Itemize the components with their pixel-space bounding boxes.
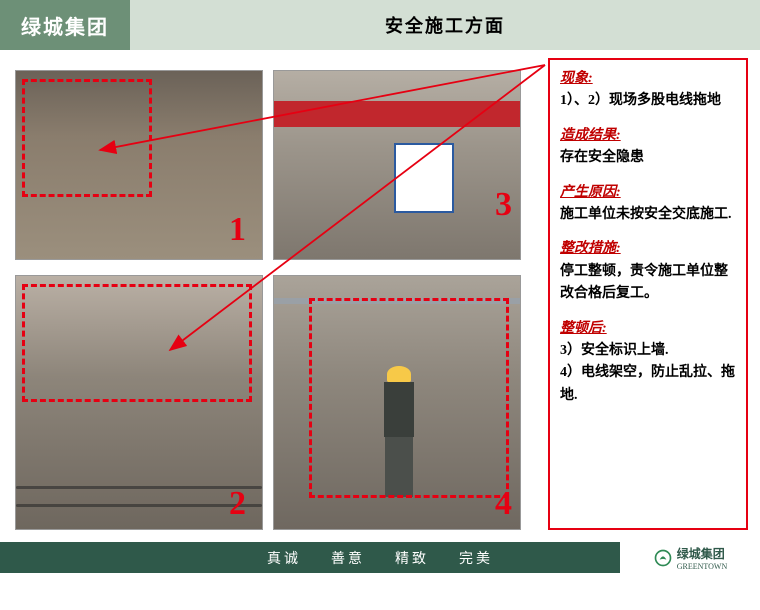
content-area: 1 3 2 4: [0, 50, 760, 542]
photo-number-1: 1: [229, 211, 246, 249]
highlight-box-4: [309, 298, 509, 498]
photo-number-2: 2: [229, 485, 246, 523]
label-cause: 产生原因:: [560, 182, 736, 204]
photo-number-4: 4: [495, 485, 512, 523]
page-title: 安全施工方面: [130, 0, 760, 50]
text-phenomenon: 1）、2）现场多股电线拖地: [560, 93, 721, 108]
photo-1: 1: [15, 70, 263, 260]
section-cause: 产生原因: 施工单位未按安全交底施工.: [560, 182, 736, 227]
label-phenomenon: 现象:: [560, 68, 736, 90]
text-result: 存在安全隐患: [560, 150, 644, 165]
section-after: 整顿后: 3）安全标识上墙. 4）电线架空，防止乱拉、拖地.: [560, 318, 736, 408]
footer-word-3: 精致: [395, 548, 429, 568]
label-result: 造成结果:: [560, 125, 736, 147]
footer-brand: 绿城集团 GREENTOWN: [620, 542, 760, 573]
photo-3: 3: [273, 70, 521, 260]
red-banner: [274, 101, 520, 127]
photo-4: 4: [273, 275, 521, 530]
wire-line: [16, 504, 262, 507]
text-after-3: 3）安全标识上墙.: [560, 343, 669, 358]
text-after-4: 4）电线架空，防止乱拉、拖地.: [560, 365, 735, 402]
footer-word-4: 完美: [459, 548, 493, 568]
report-textbox: 现象: 1）、2）现场多股电线拖地 造成结果: 存在安全隐患 产生原因: 施工单…: [548, 58, 748, 530]
footer-word-1: 真诚: [267, 548, 301, 568]
text-cause: 施工单位未按安全交底施工.: [560, 207, 732, 222]
label-measure: 整改措施:: [560, 238, 736, 260]
header: 绿城集团 安全施工方面: [0, 0, 760, 50]
leaf-icon: [653, 548, 673, 568]
wire-line: [16, 486, 262, 489]
safety-sign: [394, 143, 454, 213]
section-phenomenon: 现象: 1）、2）现场多股电线拖地: [560, 68, 736, 113]
section-measure: 整改措施: 停工整顿，责令施工单位整改合格后复工。: [560, 238, 736, 305]
photo-number-3: 3: [495, 186, 512, 224]
label-after: 整顿后:: [560, 318, 736, 340]
photo-2: 2: [15, 275, 263, 530]
highlight-box-2: [22, 284, 252, 402]
photo-grid: 1 3 2 4: [15, 70, 521, 530]
brand-cn: 绿城集团: [677, 545, 728, 562]
section-result: 造成结果: 存在安全隐患: [560, 125, 736, 170]
text-measure: 停工整顿，责令施工单位整改合格后复工。: [560, 264, 728, 301]
brand-en: GREENTOWN: [677, 562, 728, 571]
highlight-box-1: [22, 79, 152, 197]
footer-word-2: 善意: [331, 548, 365, 568]
company-logo: 绿城集团: [0, 0, 130, 50]
footer: 真诚 善意 精致 完美 绿城集团 GREENTOWN: [0, 542, 760, 573]
